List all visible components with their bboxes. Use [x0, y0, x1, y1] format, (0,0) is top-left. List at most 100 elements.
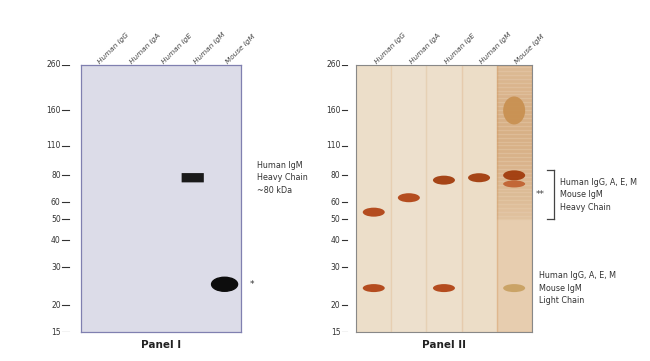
Bar	[497, 288, 532, 289]
Bar	[497, 331, 532, 332]
Bar	[497, 163, 532, 164]
Bar	[497, 273, 532, 274]
Text: Human IgA: Human IgA	[409, 32, 441, 65]
Bar	[497, 178, 532, 179]
FancyBboxPatch shape	[181, 173, 204, 182]
Bar	[497, 202, 532, 203]
Bar	[497, 134, 532, 135]
Bar	[497, 299, 532, 300]
Bar	[497, 162, 532, 163]
Bar	[497, 281, 532, 282]
Bar	[497, 171, 532, 172]
Ellipse shape	[503, 170, 525, 180]
Bar	[497, 285, 532, 287]
Bar	[497, 315, 532, 316]
Bar	[497, 113, 532, 115]
Bar	[497, 76, 532, 77]
Bar	[497, 284, 532, 285]
Bar	[497, 320, 532, 321]
Bar	[497, 65, 532, 332]
Bar	[497, 182, 532, 183]
Bar	[497, 225, 532, 226]
Bar	[497, 321, 532, 323]
Bar	[497, 316, 532, 317]
Bar	[497, 148, 532, 149]
Bar	[497, 327, 532, 328]
Bar	[497, 306, 532, 308]
Bar	[497, 244, 532, 245]
Bar	[497, 205, 532, 206]
Bar	[497, 136, 532, 138]
Bar	[497, 280, 532, 281]
Bar	[497, 210, 532, 211]
Bar	[497, 229, 532, 230]
Bar	[497, 119, 532, 120]
Bar	[497, 144, 532, 145]
Bar	[497, 145, 532, 147]
Text: Human IgG: Human IgG	[374, 32, 407, 65]
Bar	[391, 65, 426, 332]
Bar	[497, 297, 532, 299]
Bar	[497, 104, 532, 105]
Bar	[497, 262, 532, 264]
Bar	[497, 270, 532, 272]
Text: Human IgG, A, E, M
Mouse IgM
Heavy Chain: Human IgG, A, E, M Mouse IgM Heavy Chain	[560, 178, 637, 212]
Bar	[497, 167, 532, 168]
Bar	[497, 88, 532, 89]
Bar	[497, 206, 532, 207]
Bar	[497, 131, 532, 132]
Bar	[497, 147, 532, 148]
Bar	[497, 303, 532, 304]
Bar	[497, 153, 532, 155]
Bar	[497, 304, 532, 305]
Bar	[497, 215, 532, 217]
Bar	[497, 219, 532, 221]
Bar	[497, 179, 532, 180]
Bar	[497, 156, 532, 158]
Bar	[497, 266, 532, 268]
Text: 50: 50	[51, 215, 60, 224]
Bar	[497, 155, 532, 156]
Bar	[497, 214, 532, 215]
Bar	[497, 140, 532, 142]
Bar	[497, 74, 532, 76]
Bar	[462, 65, 497, 332]
Text: Human IgM: Human IgM	[479, 31, 513, 65]
Bar	[497, 129, 532, 131]
Bar	[497, 269, 532, 270]
Bar	[497, 139, 532, 140]
Bar	[497, 78, 532, 80]
Bar	[497, 268, 532, 269]
Bar	[497, 188, 532, 190]
Bar	[497, 248, 532, 249]
Text: Panel I: Panel I	[141, 340, 181, 350]
Bar	[497, 96, 532, 97]
Ellipse shape	[468, 173, 490, 182]
Bar	[497, 276, 532, 277]
Text: 160: 160	[46, 106, 60, 115]
Bar	[497, 135, 532, 136]
Bar	[497, 258, 532, 260]
Bar	[497, 108, 532, 109]
Bar	[497, 120, 532, 121]
Text: 15: 15	[331, 327, 341, 336]
Bar	[497, 223, 532, 225]
Ellipse shape	[433, 176, 455, 185]
Bar	[497, 239, 532, 241]
Bar	[497, 319, 532, 320]
Bar	[497, 300, 532, 301]
Bar	[497, 213, 532, 214]
Text: Human IgE: Human IgE	[444, 32, 476, 65]
Bar	[497, 112, 532, 113]
Bar	[497, 192, 532, 194]
Text: 20: 20	[51, 301, 60, 310]
Bar	[497, 132, 532, 134]
Bar	[497, 293, 532, 295]
Bar	[497, 291, 532, 292]
Bar	[497, 177, 532, 178]
Bar	[497, 180, 532, 182]
Bar	[497, 175, 532, 177]
Bar	[497, 186, 532, 187]
Bar	[497, 106, 532, 108]
Bar	[497, 246, 532, 248]
